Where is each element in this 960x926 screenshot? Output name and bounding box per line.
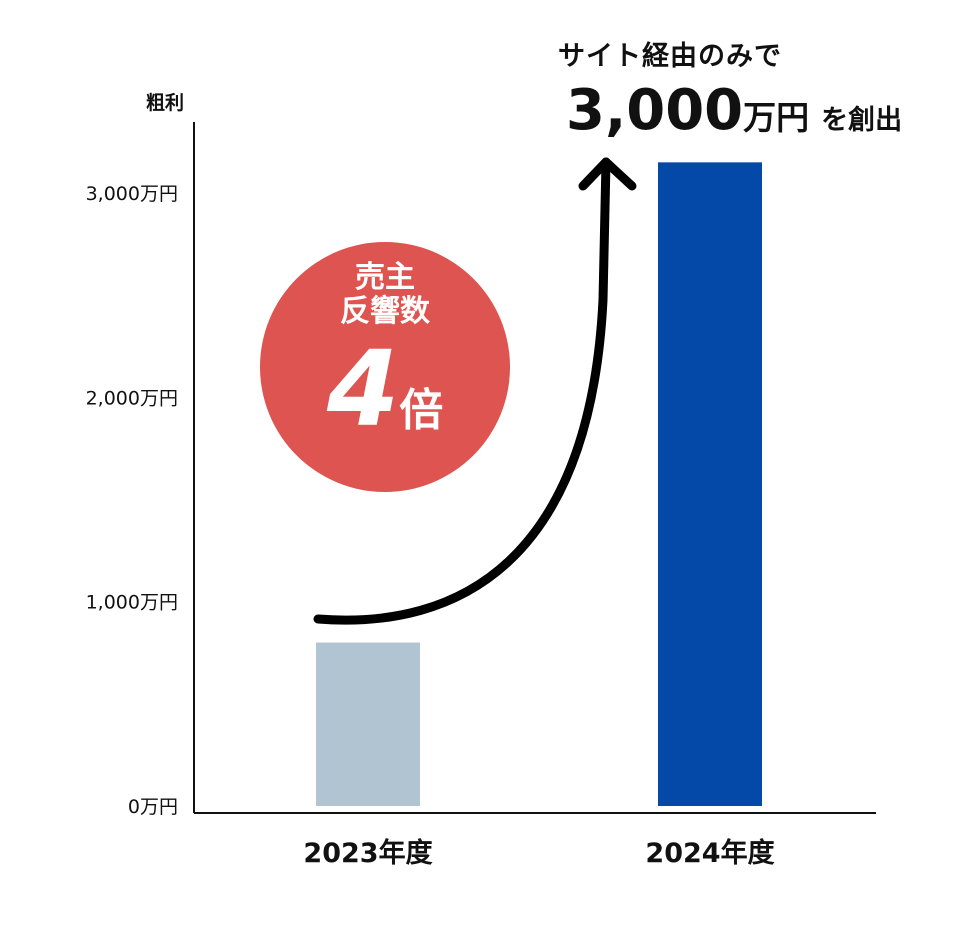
- headline-unit: 万円: [743, 98, 810, 137]
- response-badge: 売主 反響数 4倍: [260, 242, 510, 492]
- x-tick-label: 2023年度: [303, 837, 432, 869]
- y-tick-label: 0万円: [128, 796, 178, 818]
- y-axis-label: 粗利: [146, 92, 185, 114]
- y-tick-label: 3,000万円: [86, 183, 178, 205]
- badge-line2: 反響数: [340, 294, 430, 329]
- headline-tail: を創出: [821, 105, 903, 136]
- badge-number: 4: [326, 328, 400, 450]
- badge-suffix: 倍: [399, 385, 444, 436]
- y-tick-label: 2,000万円: [86, 387, 178, 409]
- y-tick-label: 1,000万円: [86, 592, 178, 614]
- headline-number: 3,000: [566, 78, 744, 143]
- growth-arrow: [313, 157, 611, 625]
- badge-line1: 売主: [355, 260, 415, 295]
- arrow-head: [578, 157, 637, 191]
- bar: [316, 642, 420, 806]
- headline-subtitle: サイト経由のみで: [558, 41, 782, 72]
- headline-value: 3,000万円 を創出: [566, 78, 902, 143]
- badge-multiplier: 4倍: [260, 334, 510, 444]
- bar: [658, 162, 762, 807]
- x-tick-label: 2024年度: [645, 837, 774, 869]
